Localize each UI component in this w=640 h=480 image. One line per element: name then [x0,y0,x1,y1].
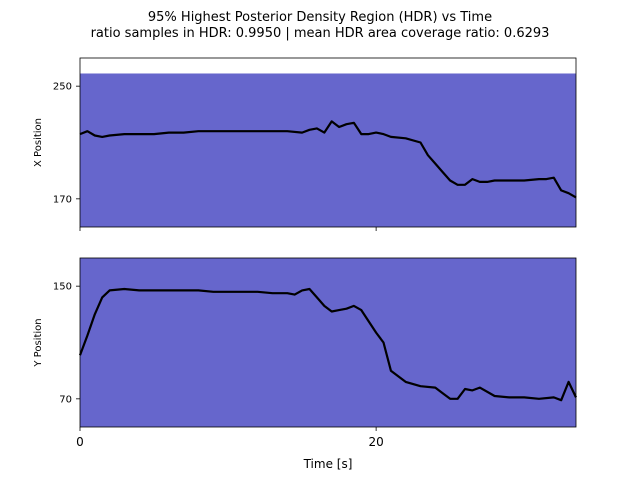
y-tick-label: 250 [53,82,72,93]
figure-title-line2: ratio samples in HDR: 0.9950 | mean HDR … [91,26,550,41]
x-position-panel: 170 250 X Position [33,57,577,231]
trajectory-line [78,287,577,402]
axes-frame [79,257,577,428]
x-axis-label: Time [s] [303,457,353,471]
hdr-band [80,258,576,427]
trajectory-line [79,120,577,199]
y-tick-label: 170 [53,194,72,205]
figure-title-line1: 95% Highest Posterior Density Region (HD… [148,10,492,25]
x-tick-label: 0 [76,435,84,449]
y-axis-label: X Position [33,118,44,167]
y-tick-label: 70 [59,394,72,405]
y-tick-label: 150 [53,282,72,293]
y-axis-label: Y Position [33,318,44,367]
axes-frame [79,57,577,228]
x-tick-label: 20 [368,435,383,449]
y-position-panel: 70 150 0 20 Y Position [33,257,577,449]
hdr-band [80,73,576,227]
